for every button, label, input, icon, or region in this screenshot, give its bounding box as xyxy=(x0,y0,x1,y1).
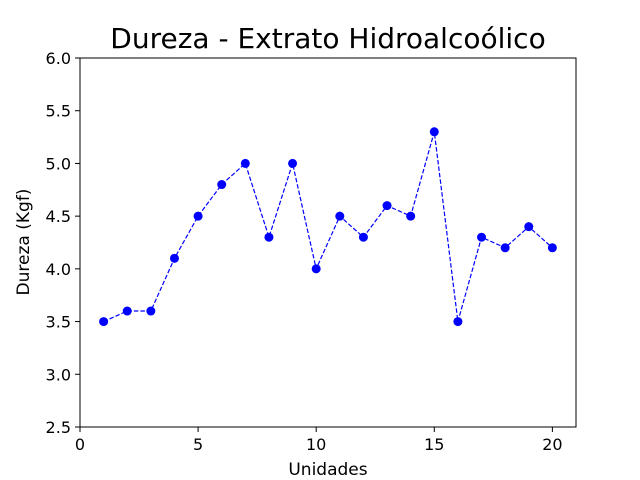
x-tick-label: 10 xyxy=(306,435,326,454)
y-tick-label: 6.0 xyxy=(46,49,71,68)
y-tick-label: 3.0 xyxy=(46,365,71,384)
x-tick-label: 20 xyxy=(542,435,562,454)
data-point xyxy=(240,158,250,168)
data-point xyxy=(264,232,274,242)
x-tick-label: 0 xyxy=(75,435,85,454)
data-point xyxy=(311,264,321,274)
y-tick-label: 3.5 xyxy=(46,313,71,332)
series-line xyxy=(103,131,553,323)
y-tick-label: 5.0 xyxy=(46,154,71,173)
data-point xyxy=(406,211,416,221)
y-axis-label: Dureza (Kgf) xyxy=(14,189,34,296)
data-point xyxy=(524,222,534,232)
data-point xyxy=(547,243,557,253)
chart-title: Dureza - Extrato Hidroalcoólico xyxy=(110,22,545,55)
x-tick-label: 15 xyxy=(424,435,444,454)
data-point xyxy=(99,317,109,327)
y-tick-label: 4.5 xyxy=(46,207,71,226)
y-tick-label: 5.5 xyxy=(46,102,71,121)
y-axis: 2.5 3.0 3.5 4.0 4.5 5.0 5.5 6.0 xyxy=(46,49,80,437)
y-tick-label: 4.0 xyxy=(46,260,71,279)
x-axis-label: Unidades xyxy=(288,460,367,480)
data-point xyxy=(453,317,463,327)
data-point xyxy=(429,127,439,137)
data-point xyxy=(169,253,179,263)
x-axis: 0 5 10 15 20 xyxy=(75,427,563,454)
data-point xyxy=(146,306,156,316)
y-tick-label: 2.5 xyxy=(46,418,71,437)
x-tick-label: 5 xyxy=(193,435,203,454)
data-point xyxy=(193,211,203,221)
data-point xyxy=(358,232,368,242)
plot-frame xyxy=(79,57,577,428)
data-point xyxy=(217,180,227,190)
data-point xyxy=(500,243,510,253)
plot-area xyxy=(79,57,577,428)
data-point xyxy=(122,306,132,316)
data-point xyxy=(335,211,345,221)
data-point xyxy=(477,232,487,242)
series-layer xyxy=(99,127,557,327)
data-point xyxy=(382,201,392,211)
data-point xyxy=(288,158,298,168)
